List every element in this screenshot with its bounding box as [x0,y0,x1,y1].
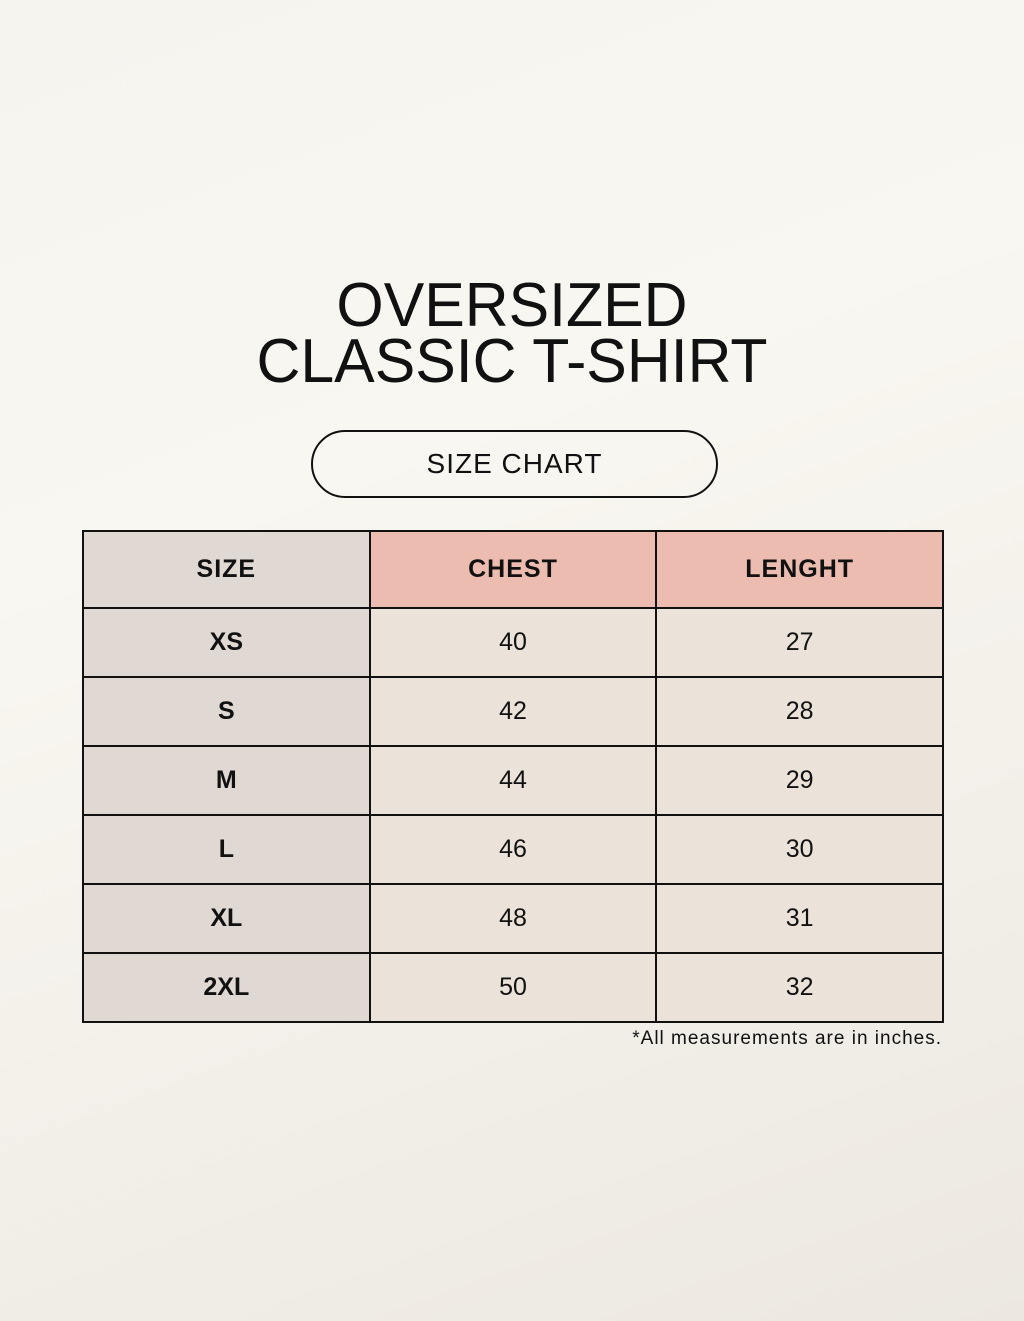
cell-length: 28 [655,676,944,747]
table-header-row: SIZE CHEST LENGHT [82,530,944,609]
cell-length: 30 [655,814,944,885]
table-row: S 42 28 [82,676,944,747]
cell-chest: 44 [368,745,658,816]
cell-size: L [82,814,371,885]
cell-size: S [82,676,371,747]
cell-chest: 42 [368,676,658,747]
cell-length: 29 [655,745,944,816]
cell-chest: 46 [368,814,658,885]
size-table: SIZE CHEST LENGHT XS 40 27 S 42 28 M 44 29 L 46 30 X… [82,530,944,1023]
cell-length: 27 [655,607,944,678]
cell-length: 31 [655,883,944,954]
title-line-2: CLASSIC T-SHIRT [256,327,768,396]
cell-length: 32 [655,952,944,1023]
header-length: LENGHT [655,530,944,609]
table-row: L 46 30 [82,814,944,885]
table-row: XL 48 31 [82,883,944,954]
header-chest: CHEST [368,530,658,609]
cell-size: 2XL [82,952,371,1023]
title-line-1: OVERSIZED [336,271,688,340]
cell-chest: 50 [368,952,658,1023]
size-chart-label: SIZE CHART [311,430,718,498]
table-row: M 44 29 [82,745,944,816]
cell-chest: 48 [368,883,658,954]
table-row: 2XL 50 32 [82,952,944,1023]
page-title: OVERSIZED CLASSIC T-SHIRT [10,271,1014,396]
measurement-note: *All measurements are in inches. [632,1028,942,1049]
table-row: XS 40 27 [82,607,944,678]
cell-chest: 40 [368,607,658,678]
cell-size: M [82,745,371,816]
header-size: SIZE [82,530,371,609]
cell-size: XL [82,883,371,954]
cell-size: XS [82,607,371,678]
